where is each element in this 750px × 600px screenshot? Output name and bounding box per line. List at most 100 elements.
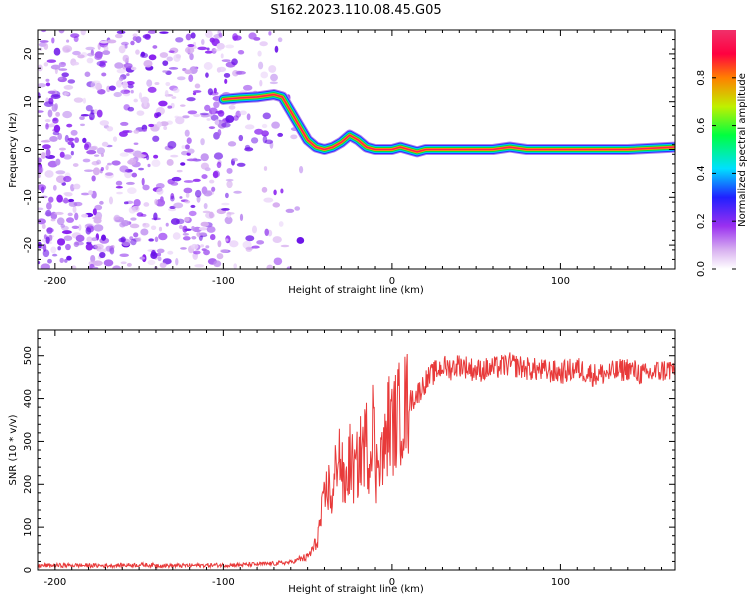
noise-blob [184, 69, 192, 75]
noise-blob [70, 129, 78, 136]
noise-blob [264, 228, 269, 236]
noise-blob [162, 70, 168, 73]
noise-blob [251, 245, 260, 249]
noise-blob [147, 259, 156, 265]
noise-blob [193, 113, 201, 118]
noise-blob [232, 33, 238, 41]
noise-blob [226, 180, 233, 189]
noise-blob [50, 94, 61, 99]
noise-blob [111, 160, 121, 166]
noise-blob [63, 154, 72, 160]
noise-blob [154, 198, 158, 206]
noise-blob [99, 251, 106, 259]
noise-blob [119, 152, 129, 157]
noise-blob [45, 82, 51, 87]
noise-blob [131, 205, 140, 213]
noise-blob [162, 60, 169, 66]
noise-blob [43, 43, 49, 50]
noise-blob [41, 223, 46, 230]
noise-blob [92, 167, 100, 176]
ridge-layer [222, 93, 675, 153]
noise-blob [194, 264, 205, 268]
spectrogram-y-tick-label: -20 [23, 237, 34, 253]
noise-blob [116, 80, 123, 88]
noise-blob [187, 148, 195, 154]
noise-blob [46, 227, 54, 233]
noise-blob [58, 147, 66, 151]
noise-blob [121, 219, 130, 227]
noise-blob [67, 212, 73, 217]
noise-blob [272, 202, 281, 208]
noise-blob [268, 31, 272, 36]
noise-blob [61, 72, 69, 78]
spectrogram-y-ticks: -20 -10 0 10 20 [23, 29, 675, 270]
noise-blob [118, 76, 124, 82]
noise-blob [237, 50, 245, 55]
noise-blob [146, 79, 153, 87]
noise-blob [253, 36, 261, 41]
noise-blob [94, 243, 104, 250]
snr-y-tick-label: 500 [23, 346, 34, 365]
noise-blob [40, 140, 51, 143]
noise-blob [93, 154, 100, 157]
noise-blob [220, 53, 224, 59]
noise-blob [231, 58, 238, 66]
snr-y-label: SNR (10 * v/v) [8, 414, 19, 485]
noise-blob [202, 210, 211, 214]
noise-blob [182, 236, 191, 241]
noise-blob [116, 68, 126, 74]
noise-blob [139, 256, 146, 260]
noise-blob [257, 61, 264, 70]
noise-blob [133, 129, 140, 134]
noise-blob [45, 236, 50, 244]
noise-blob [192, 250, 201, 255]
noise-blob [208, 126, 216, 130]
noise-blob [210, 234, 216, 241]
noise-blob [80, 192, 90, 196]
noise-blob [269, 81, 278, 85]
noise-blob [261, 186, 268, 193]
noise-blob [64, 92, 70, 96]
noise-blob [127, 84, 134, 89]
noise-blob [262, 112, 271, 120]
colorbar-label: Normalized spectral amplitude [737, 73, 748, 227]
noise-blob [47, 160, 58, 168]
snr-x-label: Height of straight line (km) [288, 584, 424, 595]
noise-blob [194, 189, 202, 198]
noise-blob [86, 150, 97, 155]
spectrogram-x-label: Height of straight line (km) [288, 285, 424, 296]
noise-blob [45, 148, 51, 157]
noise-blob [182, 233, 189, 236]
noise-blob [156, 187, 164, 195]
noise-blob [101, 72, 107, 77]
noise-blob [294, 206, 301, 211]
noise-blob [199, 232, 207, 236]
noise-blob [72, 163, 79, 167]
noise-blob [38, 218, 46, 225]
noise-blob [211, 186, 216, 192]
noise-blob [213, 260, 222, 268]
noise-blob [109, 245, 114, 254]
noise-blob [167, 105, 173, 109]
noise-blob [182, 225, 188, 233]
noise-blob [112, 136, 118, 142]
noise-blob [233, 115, 239, 121]
noise-blob [209, 179, 215, 184]
noise-blob [188, 74, 194, 82]
noise-blob [163, 125, 168, 130]
noise-blob [67, 198, 75, 203]
noise-blob [71, 61, 80, 66]
noise-blob [244, 124, 255, 130]
noise-blob [50, 246, 57, 254]
colorbar-tick-label: 0.8 [696, 70, 707, 86]
noise-blob [225, 178, 234, 182]
noise-blob [262, 135, 268, 144]
noise-blob [184, 216, 190, 222]
noise-blob [165, 81, 171, 87]
noise-blob [115, 185, 123, 189]
noise-blob [38, 166, 44, 174]
noise-blob [175, 218, 185, 225]
noise-blob [148, 54, 157, 61]
noise-blob [167, 250, 174, 255]
spectrogram-y-tick-label: 0 [23, 146, 34, 152]
